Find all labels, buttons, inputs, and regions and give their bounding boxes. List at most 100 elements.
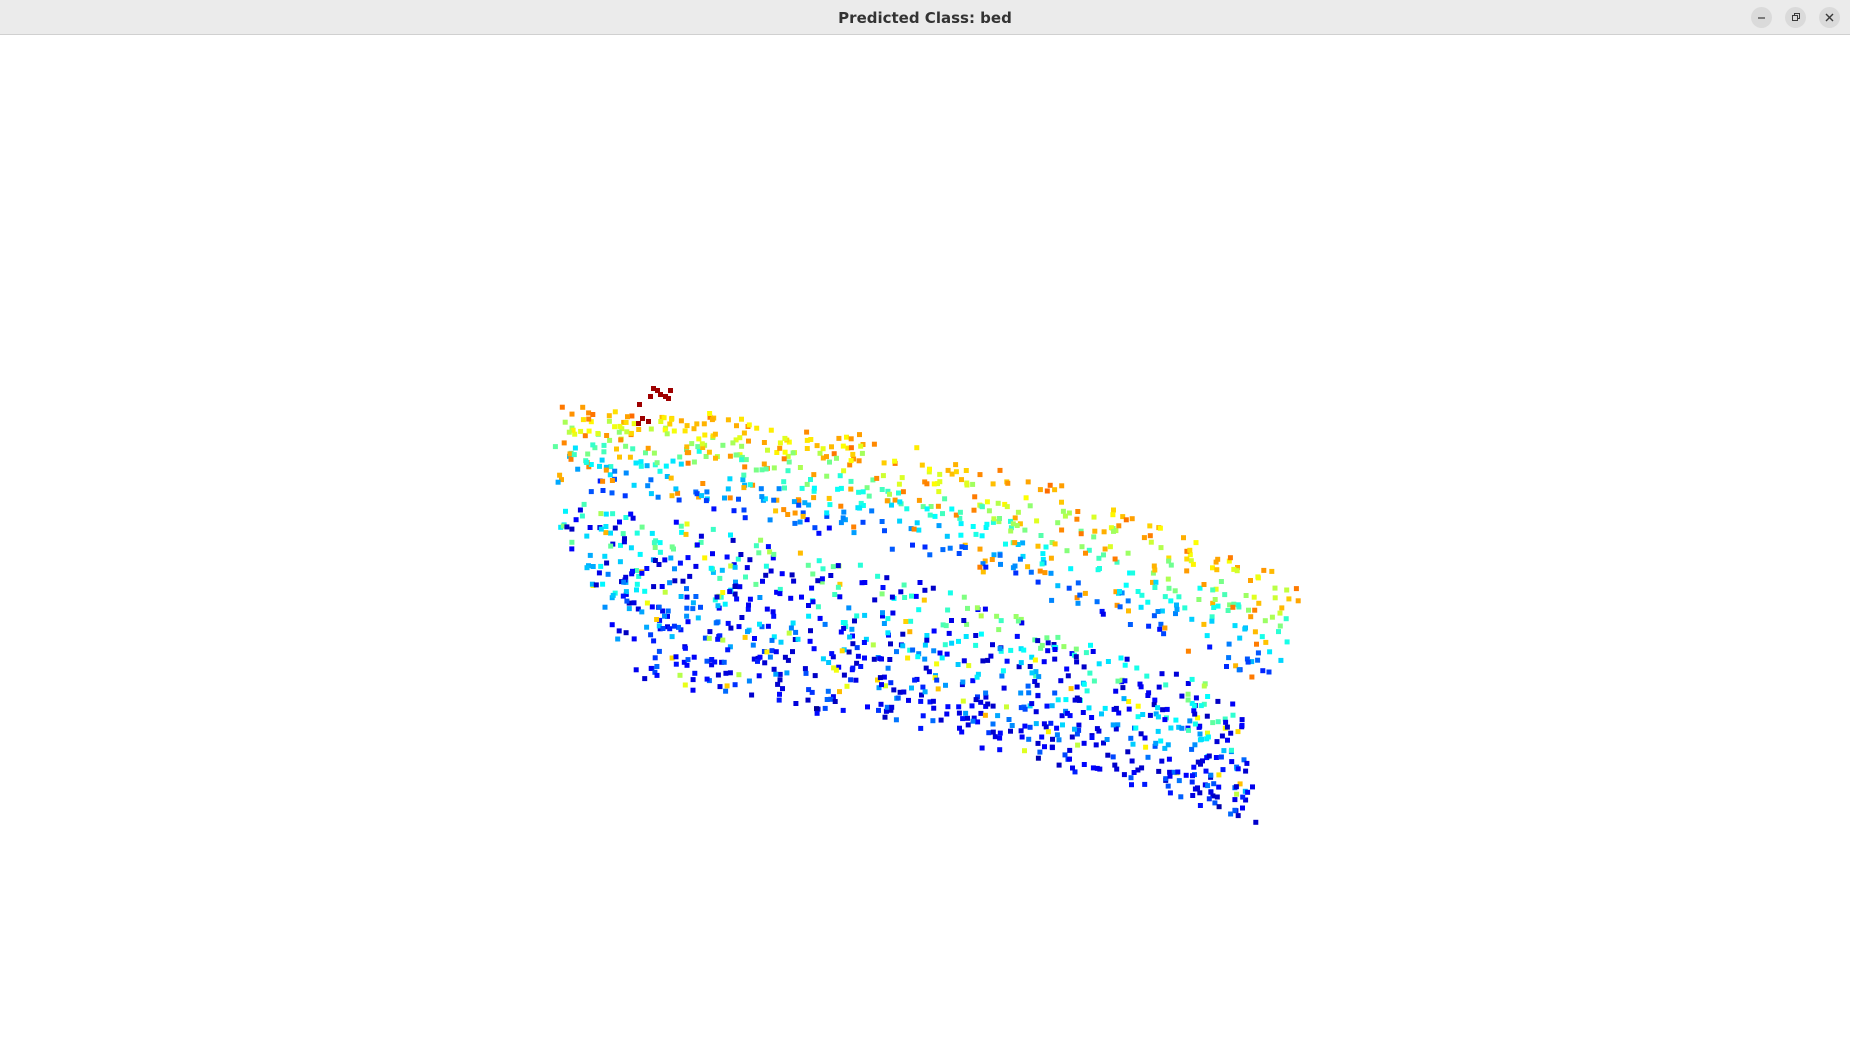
cloud-point	[678, 461, 684, 467]
cloud-point	[897, 689, 903, 695]
cloud-point	[918, 698, 924, 704]
cloud-point	[651, 638, 657, 644]
cloud-point	[1022, 527, 1028, 533]
cloud-point	[922, 656, 928, 662]
cloud-point	[1176, 594, 1182, 600]
cloud-point	[747, 557, 753, 563]
cloud-point	[844, 683, 850, 689]
cloud-point	[1033, 673, 1039, 679]
cloud-point	[1035, 638, 1041, 644]
cloud-point	[620, 531, 626, 537]
cloud-point	[598, 563, 604, 569]
cloud-point	[1185, 648, 1191, 654]
cloud-point	[1267, 649, 1273, 655]
cloud-point	[1014, 523, 1020, 528]
cloud-point	[742, 634, 748, 640]
cloud-point	[1018, 616, 1024, 622]
cloud-point	[736, 672, 742, 678]
cloud-point	[1111, 528, 1116, 534]
cloud-point	[1077, 592, 1083, 598]
close-button[interactable]	[1819, 7, 1840, 28]
cloud-point	[1044, 635, 1050, 641]
cloud-point	[882, 714, 888, 720]
title-bar[interactable]: Predicted Class: bed	[0, 0, 1850, 35]
cloud-point	[725, 647, 731, 653]
cloud-point	[704, 658, 710, 664]
cloud-point	[707, 411, 713, 416]
cloud-point	[962, 545, 968, 550]
cloud-point	[1074, 595, 1080, 601]
cloud-point	[1049, 703, 1055, 709]
cloud-point	[1056, 737, 1062, 743]
cloud-point	[1126, 706, 1132, 712]
cloud-point	[1035, 693, 1041, 699]
cloud-point	[806, 687, 812, 693]
maximize-button[interactable]	[1785, 7, 1806, 28]
cloud-point	[586, 410, 592, 416]
cloud-point	[936, 523, 942, 529]
cloud-point	[1165, 783, 1171, 789]
cloud-point	[744, 565, 750, 571]
cloud-point	[1018, 646, 1024, 652]
cloud-point	[848, 486, 854, 492]
cloud-point	[1255, 574, 1261, 580]
cloud-point	[831, 451, 837, 457]
cloud-point	[837, 594, 843, 600]
cloud-point	[919, 692, 924, 698]
cloud-point	[835, 563, 841, 569]
cloud-point	[1147, 712, 1153, 718]
cloud-point	[694, 491, 700, 497]
cloud-point	[1216, 804, 1222, 810]
cloud-point	[774, 497, 780, 503]
cloud-point	[1042, 570, 1048, 576]
cloud-point	[1054, 725, 1060, 731]
cloud-point	[1213, 755, 1219, 760]
cloud-point	[1161, 631, 1167, 637]
cloud-point	[1191, 703, 1197, 709]
cloud-point	[711, 506, 717, 512]
cloud-point	[1255, 650, 1261, 656]
cloud-point	[668, 555, 674, 561]
cloud-point	[637, 551, 643, 557]
cloud-point	[603, 524, 609, 529]
cloud-point	[1076, 722, 1082, 728]
cloud-point	[725, 417, 731, 423]
cloud-point	[1184, 548, 1190, 554]
cloud-point	[618, 437, 624, 443]
cloud-point	[860, 489, 866, 495]
cloud-point	[1166, 555, 1172, 561]
cloud-point	[955, 662, 961, 667]
cloud-point	[1019, 620, 1025, 626]
cloud-point	[689, 441, 695, 447]
cloud-point	[703, 498, 709, 504]
cloud-point	[937, 471, 943, 477]
cloud-point	[1035, 740, 1041, 746]
cloud-point	[945, 607, 951, 613]
cloud-point	[1123, 582, 1129, 588]
cloud-point	[1162, 745, 1168, 751]
cloud-point	[673, 519, 679, 525]
cloud-point	[1225, 608, 1231, 613]
cloud-point	[1052, 656, 1058, 662]
cloud-point	[1235, 565, 1240, 570]
cloud-point	[621, 579, 627, 585]
cloud-point	[931, 648, 937, 654]
cloud-point	[745, 606, 751, 612]
cloud-point	[1008, 728, 1013, 734]
cloud-point	[834, 455, 839, 461]
cloud-point	[1165, 742, 1171, 748]
point-cloud-viewport[interactable]	[0, 36, 1850, 1053]
cloud-point	[1125, 598, 1131, 604]
cloud-point	[706, 635, 712, 641]
cloud-point	[638, 463, 644, 469]
cloud-point	[769, 637, 775, 643]
cloud-point	[1212, 800, 1218, 806]
cloud-point	[1034, 518, 1040, 524]
cloud-point	[924, 633, 930, 638]
minimize-button[interactable]	[1751, 7, 1772, 28]
cloud-point	[997, 467, 1003, 473]
cloud-point	[736, 496, 741, 502]
cloud-point	[1009, 723, 1015, 728]
cloud-point	[782, 654, 788, 660]
cloud-point	[1159, 671, 1165, 677]
